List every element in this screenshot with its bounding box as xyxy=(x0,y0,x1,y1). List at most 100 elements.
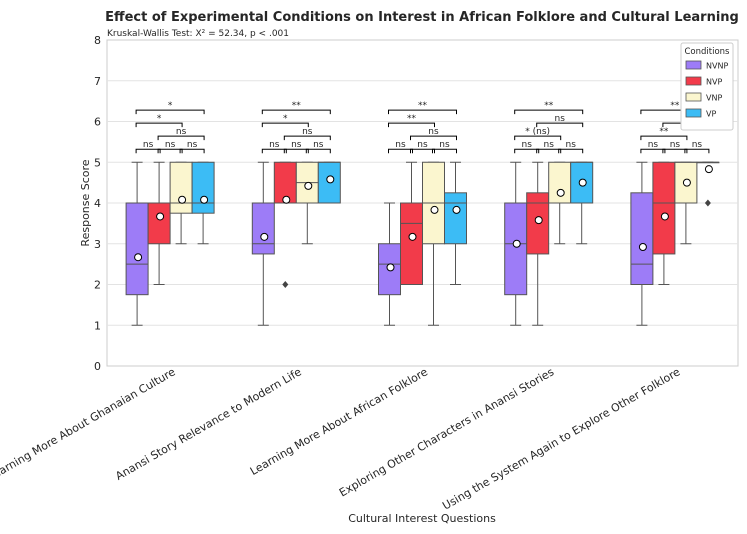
bracket-line xyxy=(283,135,331,141)
mean-marker xyxy=(556,188,565,197)
outlier-marker xyxy=(282,281,289,288)
y-tick-label: 7 xyxy=(94,75,101,88)
significance-bracket: ns xyxy=(536,140,562,154)
significance-label: ns xyxy=(143,140,154,150)
box-vnp-2 xyxy=(422,161,445,326)
box-nvnp-2 xyxy=(378,202,401,326)
y-tick-label: 4 xyxy=(94,197,101,210)
mean-marker xyxy=(200,195,209,204)
bracket-line xyxy=(135,148,161,154)
mean-marker xyxy=(660,212,669,221)
bracket-line xyxy=(388,122,435,128)
bracket-line xyxy=(684,148,710,154)
y-tick-label: 0 xyxy=(94,360,101,373)
x-axis-label: Cultural Interest Questions xyxy=(348,512,496,525)
y-tick-label: 2 xyxy=(94,279,101,292)
significance-label: ns xyxy=(165,140,176,150)
bracket-line xyxy=(305,148,331,154)
mean-marker xyxy=(452,205,461,214)
legend-label-vnp: VNP xyxy=(706,94,722,103)
box-vp-4 xyxy=(696,161,720,207)
significance-bracket: ns xyxy=(684,140,710,154)
significance-label: ** xyxy=(544,101,554,111)
box-vnp-0 xyxy=(169,161,193,245)
significance-bracket: ns xyxy=(514,140,540,154)
significance-bracket: ns xyxy=(410,127,457,141)
significance-bracket: ns xyxy=(135,140,161,154)
box-vp-3 xyxy=(570,161,594,245)
mean-marker xyxy=(638,243,647,252)
mean-marker xyxy=(282,195,291,204)
bracket-line xyxy=(135,122,183,128)
significance-bracket: * xyxy=(135,114,183,128)
significance-label: ns xyxy=(670,140,681,150)
significance-bracket: ns xyxy=(662,140,688,154)
mean-marker xyxy=(704,165,713,174)
bracket-line xyxy=(261,109,331,115)
box-iqr xyxy=(444,192,467,245)
significance-bracket: ns xyxy=(283,127,331,141)
x-tick-label: Learning More About Ghanaian Culture xyxy=(0,365,178,484)
significance-bracket: ns xyxy=(410,140,435,154)
significance-label: ** xyxy=(292,101,302,111)
bracket-line xyxy=(157,135,205,141)
bracket-line xyxy=(261,122,309,128)
significance-bracket: ns xyxy=(640,140,666,154)
mean-marker xyxy=(178,195,187,204)
significance-bracket: ** xyxy=(388,114,435,128)
bracket-line xyxy=(514,109,584,115)
mean-marker xyxy=(512,239,521,248)
significance-label: ns xyxy=(439,140,450,150)
significance-label: * xyxy=(283,114,288,124)
legend-swatch-vnp xyxy=(685,92,702,102)
significance-label: ns xyxy=(554,114,565,124)
box-vnp-4 xyxy=(674,161,698,245)
bracket-line xyxy=(179,148,205,154)
legend-label-vp: VP xyxy=(706,110,716,119)
significance-bracket: ** xyxy=(388,101,457,115)
x-tick-label: Using the System Again to Explore Other … xyxy=(440,365,682,512)
legend-swatch-nvp xyxy=(685,76,702,86)
mean-marker xyxy=(534,216,543,225)
significance-bracket: * xyxy=(261,114,309,128)
significance-bracket: ns xyxy=(179,140,205,154)
bracket-line xyxy=(432,148,457,154)
legend-swatch-nvnp xyxy=(685,60,702,70)
significance-label: ns xyxy=(648,140,659,150)
significance-label: ns xyxy=(417,140,428,150)
bracket-line xyxy=(157,148,183,154)
bracket-line xyxy=(388,109,457,115)
box-nvp-0 xyxy=(147,161,171,285)
significance-bracket: ** xyxy=(514,101,584,115)
box-nvp-4 xyxy=(652,161,676,285)
box-vnp-1 xyxy=(295,161,319,245)
bracket-line xyxy=(536,148,562,154)
significance-label: ns xyxy=(565,140,576,150)
mean-marker xyxy=(134,253,143,262)
significance-label: ns xyxy=(187,140,198,150)
bracket-line xyxy=(514,135,562,141)
box-iqr xyxy=(630,192,654,285)
significance-bracket: ns xyxy=(432,140,457,154)
mean-marker xyxy=(260,232,269,241)
significance-bracket: ** xyxy=(261,101,331,115)
y-axis-label: Response Score xyxy=(79,159,92,246)
significance-label: ns xyxy=(269,140,280,150)
bracket-line xyxy=(514,148,540,154)
chart-subtitle: Kruskal-Wallis Test: X² = 52.34, p < .00… xyxy=(107,29,289,39)
legend: Conditions NVNP NVP VNP VP xyxy=(680,42,734,131)
bracket-line xyxy=(283,148,309,154)
mean-marker xyxy=(386,263,395,272)
bracket-line xyxy=(410,148,435,154)
significance-label: ** xyxy=(670,101,680,111)
significance-label: ** xyxy=(418,101,428,111)
box-nvnp-0 xyxy=(125,161,149,326)
box-iqr xyxy=(191,161,215,214)
outlier-marker xyxy=(704,199,711,207)
legend-swatch-vp xyxy=(685,108,702,118)
box-vnp-3 xyxy=(548,161,572,245)
box-iqr xyxy=(652,161,676,255)
y-tick-label: 5 xyxy=(94,156,101,169)
significance-bracket: * (ns) xyxy=(514,127,562,141)
significance-label: ns xyxy=(176,127,187,137)
